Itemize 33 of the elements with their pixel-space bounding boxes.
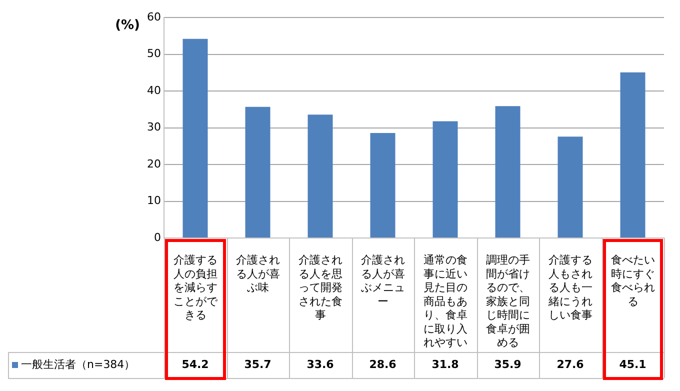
bar <box>245 106 270 238</box>
y-axis-title: (%) <box>115 18 140 33</box>
bar <box>308 114 333 238</box>
data-label: 54.2 <box>182 358 209 371</box>
x-tick-label: 介護する人もされる人も一緒にうれしい食事 <box>547 254 592 322</box>
bar <box>432 121 458 238</box>
bar <box>370 132 396 238</box>
y-tick-label: 40 <box>147 84 161 97</box>
legend-label: 一般生活者（n=384） <box>21 358 136 371</box>
bar <box>182 38 208 238</box>
x-tick-label: 介護される人が喜ぶメニュー <box>360 254 405 308</box>
x-tick-label: 介護する人の負担を減らすことができる <box>173 254 218 322</box>
x-tick-label: 介護される人を思って開発された食事 <box>298 254 342 322</box>
y-tick-label: 20 <box>147 157 161 170</box>
y-tick-label: 10 <box>147 194 161 208</box>
data-label: 35.7 <box>244 358 272 371</box>
data-label: 45.1 <box>619 358 646 371</box>
y-tick-label: 60 <box>147 10 161 24</box>
bar <box>558 136 583 238</box>
x-tick-label: 介護される人が喜ぶ味 <box>236 254 280 294</box>
y-tick-label: 30 <box>147 120 161 134</box>
x-tick-label: 食べたい時にすぐ食べられる <box>610 254 655 308</box>
data-label: 27.6 <box>556 358 584 371</box>
data-label: 28.6 <box>369 358 397 371</box>
y-tick-label: 50 <box>147 47 161 60</box>
data-label: 31.8 <box>432 358 459 371</box>
bar <box>620 72 646 238</box>
x-tick-label: 調理の手間が省けるので、家族と同じ時間に食卓が囲める <box>486 254 530 350</box>
data-label: 35.9 <box>494 358 522 371</box>
data-label: 33.6 <box>306 358 334 371</box>
bar <box>495 106 520 238</box>
y-tick-label: 0 <box>154 230 161 244</box>
x-tick-label: 通常の食事に近い見た目の商品もあり、食卓に取り入れやすい <box>423 254 468 350</box>
